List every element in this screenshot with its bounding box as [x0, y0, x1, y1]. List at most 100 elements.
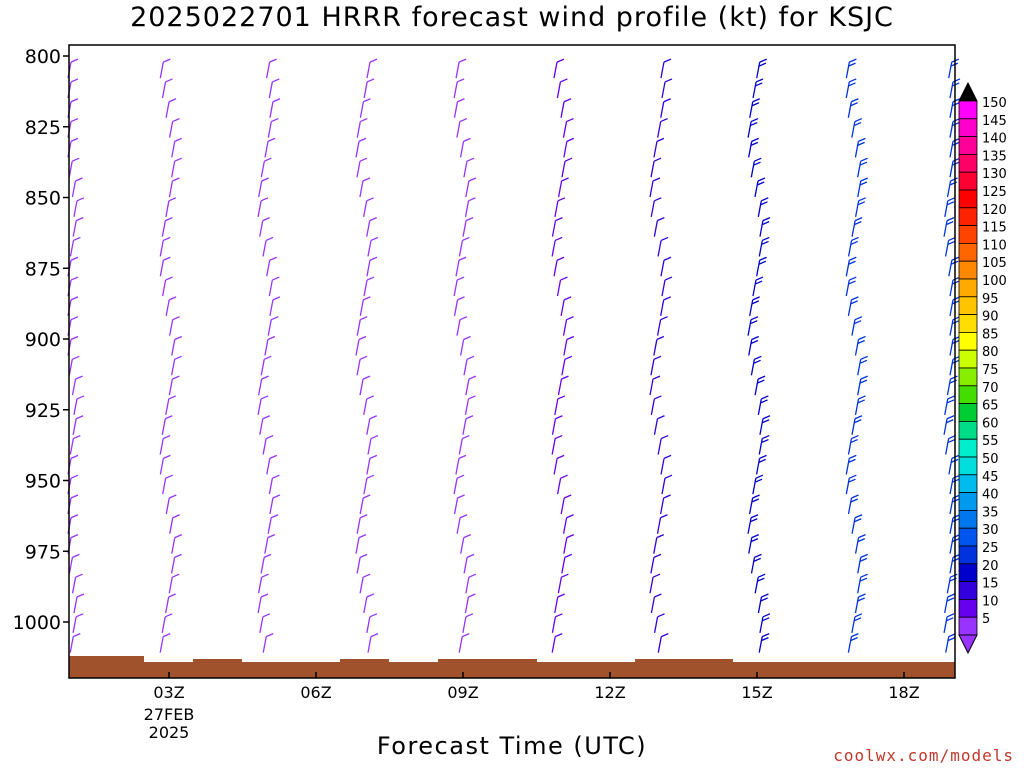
wind-barb-flag [859, 577, 868, 582]
wind-barb [561, 161, 566, 178]
colorbar-label: 145 [982, 114, 1007, 129]
wind-barb [168, 121, 174, 138]
colorbar-swatch [958, 118, 978, 138]
wind-barb-flag [70, 533, 79, 539]
wind-barb-flag [760, 399, 768, 404]
wind-barb [845, 62, 850, 79]
wind-barb-flag [654, 593, 662, 598]
colorbar-label: 95 [982, 292, 999, 307]
wind-barb-flag [369, 58, 378, 63]
wind-barb-flag [946, 201, 955, 206]
wind-barb [854, 141, 860, 158]
wind-barb [366, 458, 371, 475]
wind-barb [268, 478, 274, 495]
wind-barb-flag [859, 161, 868, 166]
wind-barb-flag [661, 633, 669, 638]
wind-barb [363, 279, 368, 297]
wind-barb-flag [858, 395, 866, 400]
colorbar-label: 115 [982, 221, 1007, 236]
colorbar-label: 100 [982, 274, 1007, 289]
wind-barb-flag [653, 355, 662, 360]
wind-barb-flag [750, 537, 759, 543]
wind-barb [159, 438, 164, 455]
wind-barb [165, 596, 170, 614]
colorbar-label: 55 [982, 434, 999, 449]
wind-barb [553, 62, 558, 79]
colorbar-swatch [958, 296, 978, 315]
wind-barb-flag [70, 494, 79, 499]
wind-barb [661, 279, 666, 297]
terrain-block [69, 656, 144, 678]
wind-barb-flag [164, 613, 173, 618]
wind-barb [258, 180, 263, 198]
wind-barb-flag [851, 98, 859, 103]
wind-barb-flag [854, 316, 863, 321]
wind-barb-flag [75, 415, 84, 420]
wind-barb [657, 121, 662, 138]
terrain-block [193, 659, 242, 678]
wind-barb-flag [755, 276, 764, 281]
wind-barb [946, 577, 951, 594]
wind-barb-flag [753, 557, 761, 562]
x-tick-sublabel: 27FEB [144, 705, 195, 724]
wind-barb-flag [456, 474, 465, 479]
wind-barb-flag [554, 236, 563, 242]
wind-barb [949, 497, 954, 515]
wind-barb [71, 577, 77, 594]
wind-barb-flag [174, 137, 182, 142]
wind-barb [260, 557, 265, 574]
wind-barb [159, 62, 164, 79]
wind-barb-flag [362, 573, 371, 578]
wind-barb-flag [165, 78, 173, 83]
wind-barb-flag [262, 613, 271, 618]
wind-barb [556, 279, 562, 297]
wind-barb [464, 596, 470, 614]
wind-barb-flag [757, 379, 765, 384]
wind-barb-flag [854, 613, 863, 618]
wind-barb [944, 596, 949, 614]
wind-barb [945, 438, 950, 455]
colorbar-swatch [958, 474, 978, 493]
wind-barb [757, 200, 762, 217]
wind-barb-flag [762, 217, 771, 222]
wind-barb [257, 596, 262, 614]
wind-barb-flag [174, 335, 183, 341]
wind-barb-flag [272, 78, 280, 83]
wind-barb [949, 359, 954, 376]
wind-barb-flag [359, 514, 368, 519]
wind-barb-flag [663, 296, 671, 301]
wind-barb [747, 517, 752, 534]
wind-barb-flag [70, 316, 79, 321]
wind-barb [562, 121, 568, 138]
wind-barb [758, 240, 763, 257]
wind-barb-flag [70, 454, 79, 459]
wind-barb [943, 418, 948, 435]
wind-barb-flag [465, 613, 474, 618]
wind-barb [748, 497, 754, 515]
wind-barb [262, 240, 267, 257]
colorbar-label: 75 [982, 363, 999, 378]
wind-barb [750, 359, 756, 376]
wind-barb [653, 220, 659, 237]
wind-barb-flag [370, 434, 379, 440]
wind-barb-flag [461, 633, 470, 638]
wind-barb-flag [70, 335, 79, 341]
wind-barb-flag [262, 217, 270, 222]
wind-barb-flag [566, 316, 574, 321]
wind-barb-flag [761, 197, 769, 202]
wind-barb-flag [468, 573, 477, 578]
y-tick-label: 875 [25, 258, 61, 280]
wind-barb-flag [359, 553, 368, 558]
wind-barb-flag [459, 316, 468, 321]
wind-barb [659, 497, 665, 515]
wind-barb-flag [163, 58, 171, 63]
wind-barb [847, 299, 853, 316]
wind-barb [653, 537, 658, 554]
colorbar-label: 140 [982, 132, 1007, 147]
wind-barb [356, 359, 361, 376]
wind-barb-flag [265, 633, 274, 638]
wind-barb-flag [750, 121, 758, 127]
wind-barb [262, 636, 267, 653]
wind-barb-flag [554, 633, 563, 638]
wind-barb-flag [174, 157, 182, 162]
